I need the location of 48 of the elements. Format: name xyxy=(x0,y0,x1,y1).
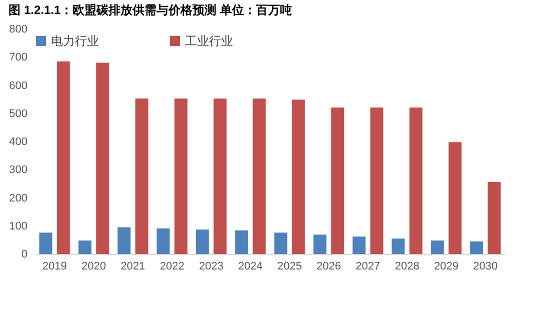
y-tick-label: 500 xyxy=(9,108,28,120)
bar xyxy=(252,98,266,254)
bar xyxy=(470,241,484,254)
y-tick-label: 300 xyxy=(9,164,28,176)
legend-label: 电力行业 xyxy=(51,34,99,48)
bar xyxy=(156,228,170,254)
x-tick-label: 2028 xyxy=(394,260,420,272)
bar xyxy=(430,240,444,254)
y-tick-label: 100 xyxy=(9,220,28,232)
bar xyxy=(56,61,70,254)
x-tick-label: 2023 xyxy=(199,260,224,272)
chart-title: 图 1.2.1.1：欧盟碳排放供需与价格预测 单位：百万吨 xyxy=(8,3,292,17)
y-tick-label: 800 xyxy=(9,24,28,36)
x-tick-label: 2020 xyxy=(82,260,106,272)
bar xyxy=(118,227,131,254)
bar xyxy=(331,107,344,254)
bar xyxy=(196,230,209,254)
x-tick-label: 2024 xyxy=(238,260,263,272)
bar xyxy=(292,100,305,254)
x-tick-label: 2026 xyxy=(316,260,341,272)
bar xyxy=(96,62,110,254)
bar xyxy=(78,240,92,254)
y-tick-label: 600 xyxy=(9,80,28,92)
bar xyxy=(39,232,52,254)
bar xyxy=(135,98,148,254)
bar xyxy=(488,182,501,254)
bar xyxy=(174,98,188,254)
bar xyxy=(214,98,227,254)
y-tick-label: 200 xyxy=(9,192,28,204)
x-tick-label: 2019 xyxy=(42,260,67,272)
x-tick-label: 2029 xyxy=(434,260,458,272)
bar xyxy=(392,238,405,254)
bar xyxy=(448,142,462,254)
bar xyxy=(409,107,422,254)
legend-label: 工业行业 xyxy=(185,34,233,48)
y-tick-label: 400 xyxy=(9,136,28,148)
bar xyxy=(235,230,248,254)
x-tick-label: 2030 xyxy=(473,260,498,272)
x-tick-label: 2022 xyxy=(160,260,184,272)
x-tick-label: 2027 xyxy=(356,260,380,272)
bar xyxy=(313,234,326,254)
x-tick-label: 2021 xyxy=(120,260,146,272)
x-tick-label: 2025 xyxy=(277,260,302,272)
bar xyxy=(274,232,288,254)
bar xyxy=(352,236,366,254)
y-tick-label: 0 xyxy=(21,248,28,260)
bar xyxy=(370,107,384,254)
y-tick-label: 700 xyxy=(9,52,28,64)
